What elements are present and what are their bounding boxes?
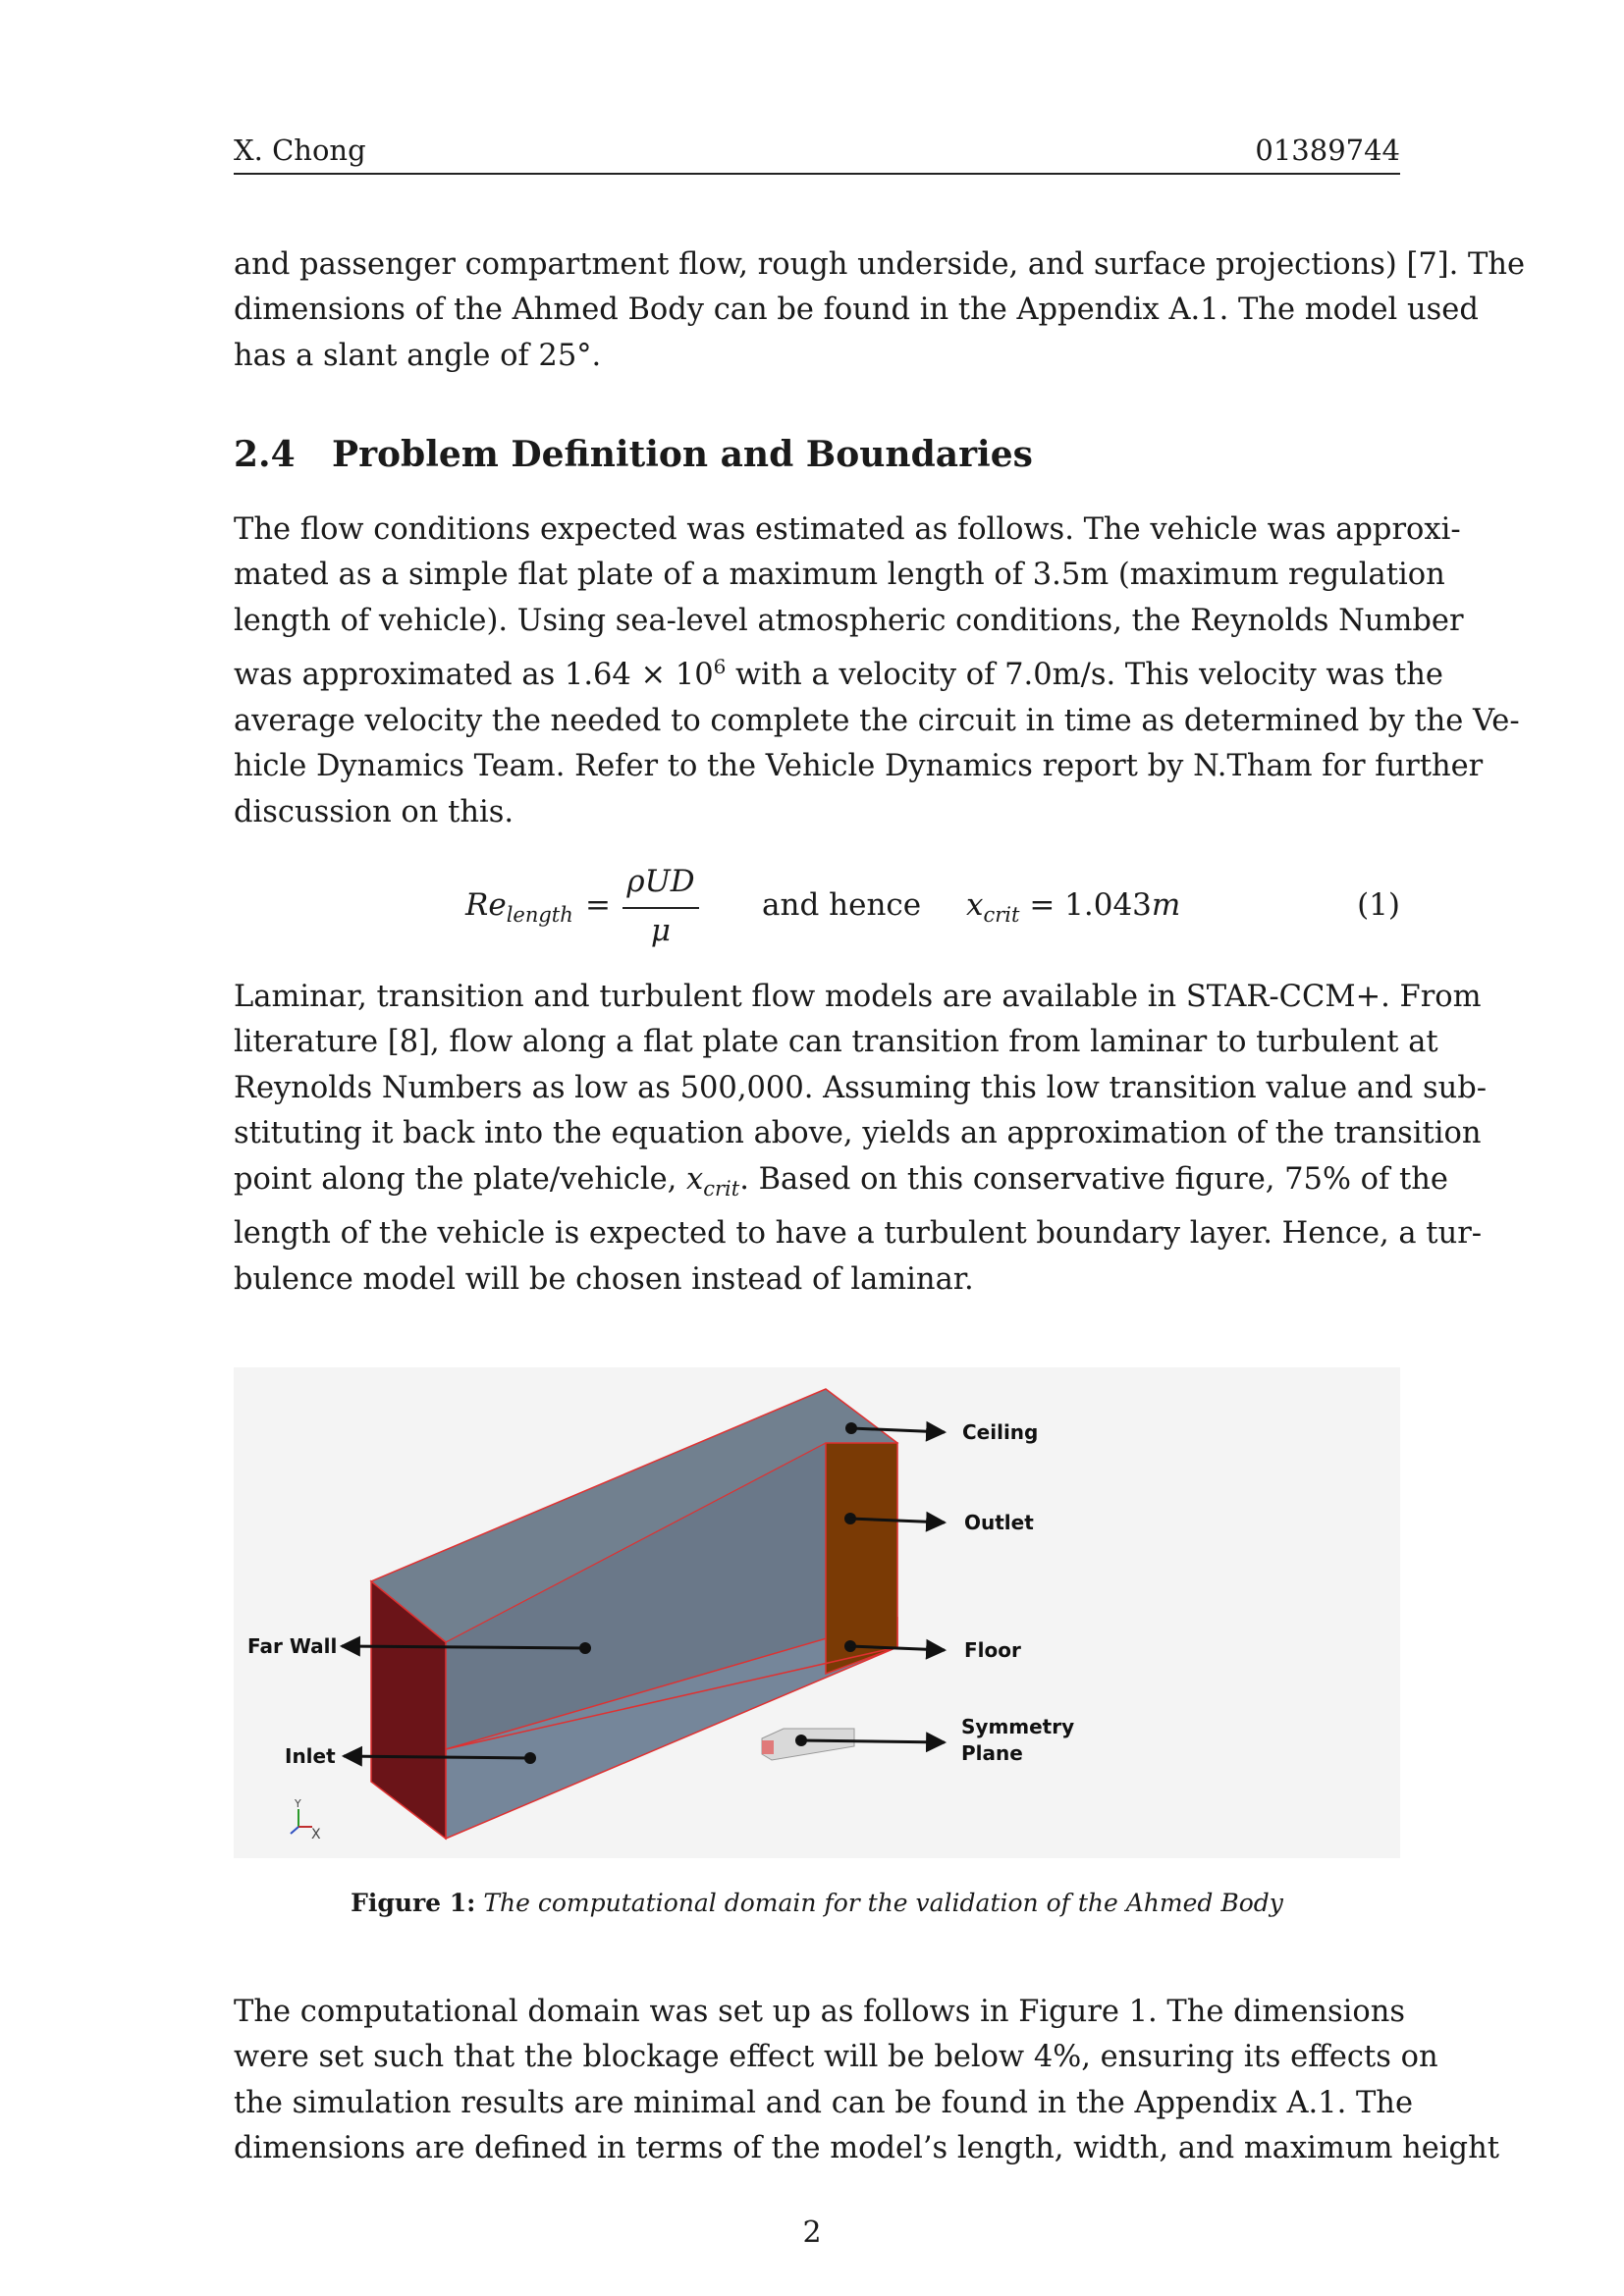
text-line: stituting it back into the equation abov… [234, 1116, 1482, 1151]
equation-subscript: crit [983, 903, 1020, 928]
fraction-bar [623, 907, 699, 909]
equation-lhs: Relength [465, 887, 573, 927]
axis-x-label: X [311, 1827, 321, 1842]
text-run: with a velocity of 7.0m/s. This velocity… [726, 658, 1443, 693]
equation-denominator: μ [650, 913, 672, 948]
running-header: X. Chong 01389744 [234, 130, 1400, 175]
leader-arrow [849, 1511, 947, 1532]
equation-subscript: length [506, 903, 573, 928]
edge-line [445, 1442, 827, 1643]
label-inlet: Inlet [285, 1744, 336, 1768]
section-number: 2.4 [234, 434, 296, 475]
equation-symbol: x [966, 887, 984, 923]
label-plane: Plane [961, 1741, 1023, 1765]
text-line: Laminar, transition and turbulent flow m… [234, 980, 1482, 1014]
text-line: Reynolds Numbers as low as 500,000. Assu… [234, 1070, 1488, 1105]
equation-number: (1) [1357, 887, 1400, 923]
text-line: discussion on this. [234, 794, 514, 829]
text-line: mated as a simple flat plate of a maximu… [234, 558, 1445, 593]
text-line: point along the plate/vehicle, xcrit. Ba… [234, 1157, 1448, 1212]
ahmed-body-rear [762, 1740, 774, 1754]
text-line: literature [8], flow along a flat plate … [234, 1025, 1438, 1060]
equation-unit: m [1151, 887, 1181, 923]
label-outlet: Outlet [964, 1511, 1034, 1534]
axis-triad-icon: Y X [290, 1797, 321, 1842]
text-line: length of the vehicle is expected to hav… [234, 1216, 1483, 1252]
equation-value: = 1.043 [1029, 887, 1152, 923]
outlet-face [825, 1442, 898, 1676]
text-line: and passenger compartment flow, rough un… [234, 247, 1526, 282]
text-line: were set such that the blockage effect w… [234, 2040, 1438, 2075]
page-number: 2 [802, 2216, 822, 2250]
reynolds-equation: Relength = ρUD μ and hence xcrit = 1.043… [234, 864, 1400, 972]
domain-render: Ceiling Outlet Floor Symmetry Plane Far … [247, 1388, 1074, 1842]
text-line: has a slant angle of 25°. [234, 338, 602, 373]
text-line: was approximated as 1.64 × 106 with a ve… [234, 644, 1443, 699]
text-run: . Based on this conservative figure, 75%… [739, 1161, 1448, 1197]
header-student-id: 01389744 [1255, 133, 1400, 167]
intro-paragraph: and passenger compartment flow, rough un… [234, 242, 1526, 379]
equation-numerator: ρUD [626, 864, 695, 899]
equation-connector: and hence [762, 887, 922, 923]
equation-variable: xcrit [966, 887, 1019, 927]
text-line: dimensions of the Ahmed Body can be foun… [234, 293, 1479, 328]
edge-line [445, 1646, 898, 1750]
equation-symbol: Re [465, 887, 507, 923]
text-line: average velocity the needed to complete … [234, 703, 1520, 738]
caption-text: The computational domain for the validat… [483, 1889, 1283, 1917]
section-heading: 2.4 Problem Definition and Boundaries [234, 434, 1033, 475]
text-line: The computational domain was set up as f… [234, 1995, 1406, 2029]
axis-y-label: Y [294, 1797, 301, 1810]
equation-fraction: ρUD μ [623, 864, 699, 948]
label-ceiling: Ceiling [962, 1420, 1038, 1444]
text-line: length of vehicle). Using sea-level atmo… [234, 603, 1464, 638]
caption-label: Figure 1: [351, 1889, 476, 1917]
header-author: X. Chong [234, 133, 366, 167]
text-line: hicle Dynamics Team. Refer to the Vehicl… [234, 749, 1484, 784]
ahmed-body-model [761, 1728, 855, 1761]
text-line: bulence model will be chosen instead of … [234, 1261, 974, 1297]
section-title: Problem Definition and Boundaries [332, 434, 1033, 475]
label-symmetry: Symmetry [961, 1715, 1074, 1738]
flow-conditions-paragraph: The flow conditions expected was estimat… [234, 507, 1520, 835]
text-run: point along the plate/vehicle, [234, 1161, 687, 1197]
equals-sign: = [585, 887, 611, 923]
leader-arrow [339, 1635, 586, 1657]
figure-caption: Figure 1: The computational domain for t… [234, 1889, 1400, 1917]
turbulence-paragraph: Laminar, transition and turbulent flow m… [234, 975, 1488, 1303]
equation-rhs: xcrit = 1.043m [966, 887, 1180, 927]
leader-arrow [341, 1745, 531, 1767]
text-line: dimensions are defined in terms of the m… [234, 2131, 1499, 2166]
superscript: 6 [713, 655, 727, 679]
leader-arrow [800, 1732, 947, 1753]
text-line: the simulation results are minimal and c… [234, 2085, 1413, 2120]
domain-setup-paragraph: The computational domain was set up as f… [234, 1990, 1499, 2172]
computational-domain-figure: Ceiling Outlet Floor Symmetry Plane Far … [234, 1367, 1400, 1858]
text-run: was approximated as 1.64 × 10 [234, 658, 714, 693]
leader-arrow [850, 1420, 947, 1442]
label-floor: Floor [964, 1638, 1021, 1662]
leader-arrow [849, 1638, 947, 1660]
math-subscript: crit [703, 1176, 740, 1201]
text-line: The flow conditions expected was estimat… [234, 512, 1461, 547]
math-variable: x [686, 1161, 704, 1197]
label-far-wall: Far Wall [247, 1634, 337, 1658]
